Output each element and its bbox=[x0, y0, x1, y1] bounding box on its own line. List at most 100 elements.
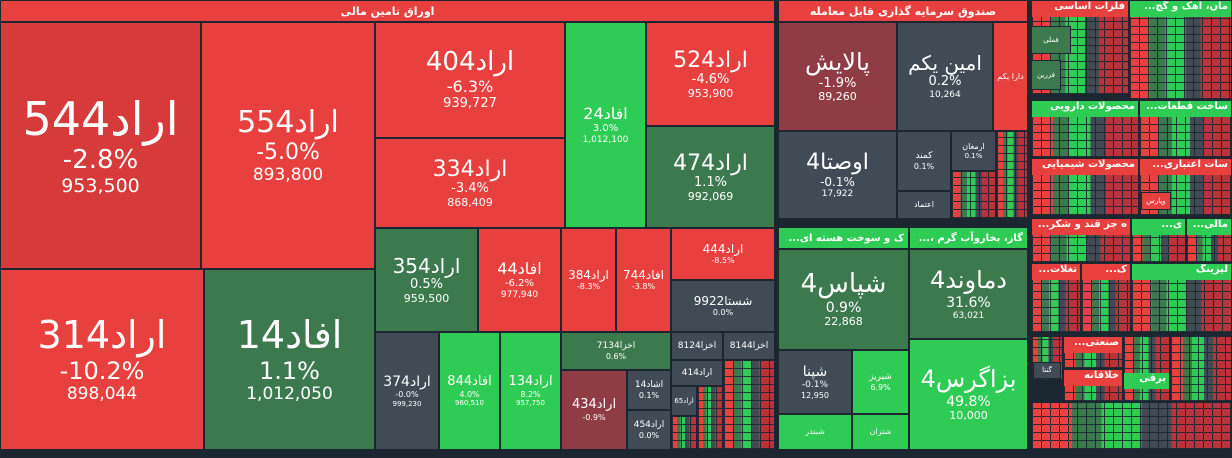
sector-header-oil[interactable]: ...ک و سوخت هسته ای bbox=[778, 227, 909, 249]
tile-erad374[interactable]: اراد374 -0.0% 999,230 bbox=[375, 332, 439, 450]
tile-change: 0.2% bbox=[928, 74, 962, 90]
tile-mosaic-bonds-tiny[interactable] bbox=[697, 386, 723, 450]
tile-fameli[interactable]: فملی bbox=[1031, 26, 1071, 54]
sector-electric[interactable]: برقی bbox=[1123, 336, 1170, 402]
tile-fazar[interactable]: فزرین bbox=[1031, 60, 1061, 90]
tile-shiraz[interactable]: شیریز 6.9% bbox=[852, 350, 909, 414]
tile-erad134[interactable]: اراد134 8.2% 957,750 bbox=[500, 332, 561, 450]
tile-volume: 63,021 bbox=[952, 310, 985, 321]
tile-symbol: افاد844 bbox=[447, 373, 492, 389]
tile-erad354[interactable]: اراد354 0.5% 959,500 bbox=[375, 228, 478, 332]
tile-etemad[interactable]: اعتماد bbox=[897, 191, 951, 219]
tile-change: 6.9% bbox=[870, 382, 891, 392]
tile-volume: 12,950 bbox=[801, 390, 829, 400]
tile-erad65[interactable]: اراد65 bbox=[671, 386, 697, 416]
sector-misc-1[interactable]: ...ی bbox=[1131, 218, 1186, 263]
tile-palayesh[interactable]: پالایش -1.9% 89,260 bbox=[778, 22, 897, 131]
tile-shepna[interactable]: شپنا -0.1% 12,950 bbox=[778, 350, 852, 414]
tile-afad24[interactable]: افاد24 3.0% 1,012,100 bbox=[565, 22, 646, 228]
tile-volume: 1,012,100 bbox=[582, 134, 629, 145]
tile-afad44[interactable]: افاد44 -6.2% 977,940 bbox=[478, 228, 561, 332]
tile-symbol: پالایش bbox=[805, 47, 870, 76]
tile-symbol: اراد314 bbox=[37, 313, 167, 358]
tile-shetran[interactable]: شتران bbox=[852, 414, 909, 450]
tile-ovsta4[interactable]: اوصتا4 -0.1% 17,922 bbox=[778, 131, 897, 219]
tile-ganta[interactable]: گنتا bbox=[1033, 362, 1061, 379]
sector-grains[interactable]: ...تغلات bbox=[1031, 263, 1081, 333]
tile-darayekom[interactable]: دارا یکم bbox=[993, 22, 1028, 131]
tile-erad554[interactable]: اراد554 -5.0% 893,800 bbox=[201, 22, 375, 269]
tile-symbol: امین یکم bbox=[908, 51, 982, 76]
tile-symbol: اوصتا4 bbox=[806, 150, 869, 176]
tile-erad444[interactable]: اراد444 -8.5% bbox=[671, 228, 775, 280]
sector-misc-7[interactable] bbox=[1031, 402, 1232, 450]
tile-shepas4[interactable]: شپاس4 0.9% 22,868 bbox=[778, 249, 909, 350]
tile-afad744[interactable]: افاد744 -3.8% bbox=[616, 228, 671, 332]
tile-aminyekom[interactable]: امین یکم 0.2% 10,264 bbox=[897, 22, 993, 131]
tile-erad384[interactable]: اراد384 -8.3% bbox=[561, 228, 616, 332]
sector-misc-2[interactable]: ...مالی bbox=[1186, 218, 1232, 263]
tile-shasta9922[interactable]: شستا9922 0.0% bbox=[671, 280, 775, 332]
tile-symbol: افاد44 bbox=[497, 258, 542, 278]
tile-change: 49.8% bbox=[946, 393, 991, 410]
tile-mosaic-bonds-tiny-2[interactable] bbox=[671, 416, 697, 450]
tile-akhza8144[interactable]: اخزا8144 bbox=[723, 332, 775, 360]
sector-header-utilities[interactable]: ...، گاز، بخاروآب گرم bbox=[909, 227, 1028, 249]
tile-change: -1.9% bbox=[818, 75, 857, 91]
tile-symbol: اشاد14 bbox=[634, 380, 664, 391]
sector-creative[interactable]: خلاقانه bbox=[1063, 369, 1123, 402]
tile-vepars[interactable]: وپارس bbox=[1141, 192, 1171, 210]
sector-header-creative: خلاقانه bbox=[1064, 370, 1122, 386]
tile-erad544[interactable]: اراد544 -2.8% 953,500 bbox=[0, 22, 201, 269]
tile-symbol: اراد374 bbox=[383, 374, 431, 391]
tile-shebandar[interactable]: شبندر bbox=[778, 414, 852, 450]
tile-symbol: اراد444 bbox=[702, 241, 744, 256]
tile-erad524[interactable]: اراد524 -4.6% 953,900 bbox=[646, 22, 775, 126]
sector-misc-4[interactable]: لیزینگ bbox=[1131, 263, 1232, 333]
sector-chemical[interactable]: محصولات شیمیایی bbox=[1031, 158, 1139, 216]
tile-erad414[interactable]: اراد414 bbox=[671, 360, 723, 386]
tile-damavand4[interactable]: دماوند4 31.6% 63,021 bbox=[909, 249, 1028, 339]
tile-erad334[interactable]: اراد334 -3.4% 868,409 bbox=[375, 138, 565, 228]
tile-mosaic-bonds-small[interactable] bbox=[723, 360, 775, 450]
tile-kamand[interactable]: کمند 0.1% bbox=[897, 131, 951, 191]
tile-symbol: اراد404 bbox=[425, 47, 515, 78]
sector-pharma[interactable]: محصولات دارویی bbox=[1031, 100, 1139, 158]
tile-symbol: اراد414 bbox=[681, 367, 713, 378]
sector-parts[interactable]: ...ساخت قطعات bbox=[1139, 100, 1232, 158]
tile-armaghan[interactable]: ارمغان 0.1% bbox=[951, 131, 996, 171]
tile-volume: 893,800 bbox=[252, 164, 324, 185]
tile-symbol: اراد65 bbox=[674, 396, 694, 405]
tile-mosaic-etf-2[interactable] bbox=[951, 171, 996, 219]
tile-afad844[interactable]: افاد844 4.0% 960,510 bbox=[439, 332, 500, 450]
tile-erad314[interactable]: اراد314 -10.2% 898,044 bbox=[0, 269, 204, 450]
tile-symbol: دارا یکم bbox=[997, 71, 1024, 81]
tile-volume: 953,900 bbox=[687, 86, 734, 100]
tile-symbol: کمند bbox=[915, 151, 933, 162]
tile-eshad14[interactable]: اشاد14 0.1% bbox=[627, 370, 671, 410]
tile-symbol: شپنا bbox=[802, 364, 828, 381]
sector-header-etf[interactable]: صندوق سرمایه گذاری قابل معامله bbox=[778, 0, 1028, 22]
sector-header-bonds[interactable]: اوراق تامین مالی bbox=[0, 0, 775, 22]
sector-misc-3[interactable]: ...ک bbox=[1081, 263, 1131, 333]
sector-food[interactable]: ...ه جز قند و شکر bbox=[1031, 218, 1131, 263]
tile-mosaic-etf[interactable] bbox=[996, 131, 1028, 219]
tile-volume: 957,750 bbox=[516, 399, 545, 408]
tile-symbol: شیریز bbox=[869, 372, 892, 383]
sector-misc-6[interactable] bbox=[1170, 336, 1232, 402]
tile-change: -10.2% bbox=[59, 356, 145, 385]
sector-header-food: ...ه جز قند و شکر bbox=[1032, 219, 1130, 235]
tile-afad14[interactable]: افاد14 1.1% 1,012,050 bbox=[204, 269, 375, 450]
tile-erad474[interactable]: اراد474 1.1% 992,069 bbox=[646, 126, 775, 228]
sector-industrial[interactable]: ...صنعتی bbox=[1063, 336, 1123, 369]
tile-akhza8124[interactable]: اخزا8124 bbox=[671, 332, 723, 360]
tile-volume: 953,500 bbox=[61, 174, 140, 197]
sector-header-misc-1: ...ی bbox=[1132, 219, 1185, 235]
sector-cement[interactable]: ...مان، آهک و گچ bbox=[1129, 0, 1232, 100]
tile-erad404[interactable]: اراد404 -6.3% 939,727 bbox=[375, 22, 565, 138]
tile-akhza7134[interactable]: اخزا7134 0.6% bbox=[561, 332, 671, 370]
tile-erad454[interactable]: اراد454 0.0% bbox=[627, 410, 671, 450]
tile-bazagros4[interactable]: بزاگرس4 49.8% 10,000 bbox=[909, 339, 1028, 450]
tile-change: -0.1% bbox=[820, 174, 855, 189]
tile-erad434[interactable]: اراد434 -0.9% bbox=[561, 370, 627, 450]
